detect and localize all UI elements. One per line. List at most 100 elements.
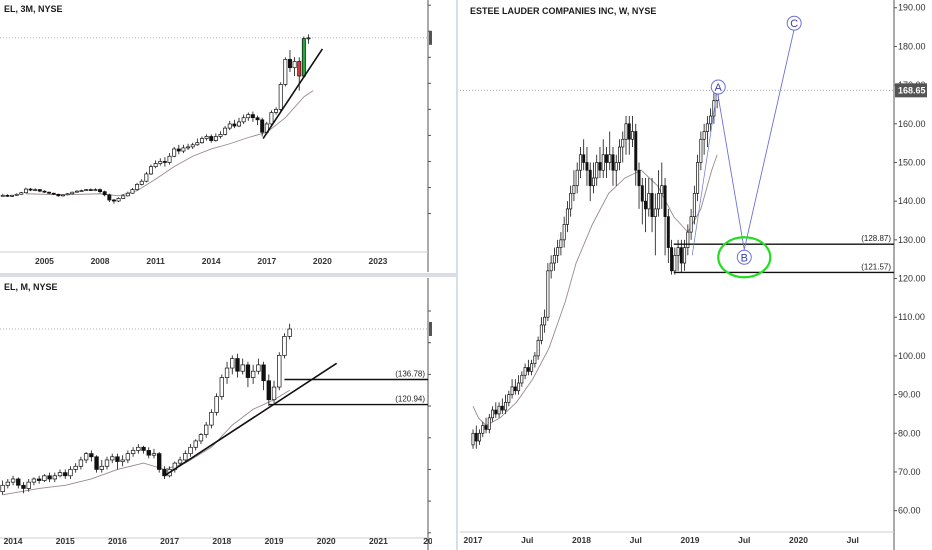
last-price-box [429,321,432,336]
chart-panel-3m[interactable]: EL, 3M, NYSE 200.00175.00150.00125.00100… [0,0,432,272]
chart-title: ESTEE LAUDER COMPANIES INC, W, NYSE [470,6,656,16]
candle-body [578,154,582,171]
candle-body [42,190,47,193]
candle-body [301,38,306,77]
candle-body [149,166,153,175]
candle-body [712,100,716,117]
candle-body [235,358,240,372]
candle-body [146,450,151,456]
x-tick-label: 2020 [317,536,336,546]
chart-monthly-svg[interactable]: EL, M, NYSE 180.00160.00140.00120.00100.… [0,278,432,550]
candle-body [261,364,266,382]
candle-body [292,61,297,69]
candle-body [637,169,641,187]
candle-body [595,162,599,179]
candle-body [237,121,241,127]
candle-body [102,191,107,196]
candle-body [223,127,228,135]
candle-body [219,377,225,397]
wave-point-marker [710,79,726,95]
candle-body [245,364,251,378]
candle-body [536,340,540,357]
candle-body [266,380,271,401]
wave-point-label: B [741,252,748,264]
candle-body [36,478,42,481]
chart-panel-monthly[interactable]: EL, M, NYSE 180.00160.00140.00120.00100.… [0,278,432,550]
candle-body [546,270,550,318]
candle-body [523,367,527,376]
x-tick-label: 2017 [464,535,483,545]
x-tick-label: 2011 [146,256,165,266]
y-tick-label: 190.00 [898,3,926,13]
candle-body [139,180,144,185]
candle-body [213,136,218,141]
candle-body [474,432,478,442]
candle-body [282,336,287,356]
candle-body [478,432,482,442]
x-tick-label: 2021 [369,536,388,546]
candle-body [572,185,576,194]
candle-body [52,475,57,480]
candle-body [227,123,232,129]
candle-body [556,247,560,256]
candle-body [598,162,602,171]
candle-body [204,136,209,139]
x-tick-label: 2017 [257,256,276,266]
chart-3m-svg[interactable]: EL, 3M, NYSE 200.00175.00150.00125.00100… [0,0,432,272]
candle-body [21,484,26,489]
candle-body [79,190,84,192]
candle-body [666,216,670,248]
candle-body [507,394,511,403]
candle-body [575,169,579,187]
candle-body [74,190,79,193]
candle-body [167,155,172,163]
candle-body [269,112,274,125]
candle-body [47,191,52,194]
candle-body [543,316,547,326]
trendline [262,48,324,139]
candle-body [209,412,214,426]
candle-body [83,453,89,461]
candle-body [510,386,514,395]
chart-weekly-svg[interactable]: ESTEE LAUDER COMPANIES INC, W, NYSE 190.… [460,0,932,550]
candle-body [88,189,93,191]
x-tick-label: 2018 [572,535,591,545]
x-tick-label: Jul [738,535,750,545]
x-tick-label: 2019 [265,536,284,546]
candle-body [56,193,61,197]
candle-body [93,189,98,191]
candle-body [562,224,566,241]
candle-body [198,434,204,442]
y-tick-label: 150.00 [898,157,926,167]
chart-panel-weekly[interactable]: ESTEE LAUDER COMPANIES INC, W, NYSE 190.… [460,0,932,550]
level-label: (120.94) [395,395,425,404]
candle-body [702,131,706,140]
candle-body [125,192,130,197]
candle-body [153,163,158,168]
candle-body [297,61,302,77]
vertical-separator [456,0,458,550]
candle-body [232,123,237,127]
candle-body [144,173,149,182]
candle-body [287,328,292,337]
candle-body [618,146,621,163]
candle-body [14,193,19,196]
y-tick-label: 130.00 [898,235,926,245]
wave-point-marker [736,249,752,265]
x-tick-label: 2020 [789,535,808,545]
candle-body [500,405,504,411]
candle-body [627,123,631,140]
candle-body [98,189,103,193]
x-tick-label: Jul [521,535,533,545]
level-label: (121.57) [861,262,891,271]
candle-body [186,146,191,149]
candle-body [660,185,664,194]
candle-body [513,386,517,392]
candle-body [104,459,110,467]
x-tick-label: 2014 [4,536,23,546]
candle-body [686,231,690,248]
x-tick-label: 2017 [160,536,179,546]
candle-body [271,386,277,401]
x-tick-label: 2014 [202,256,221,266]
candle-body [73,465,78,470]
